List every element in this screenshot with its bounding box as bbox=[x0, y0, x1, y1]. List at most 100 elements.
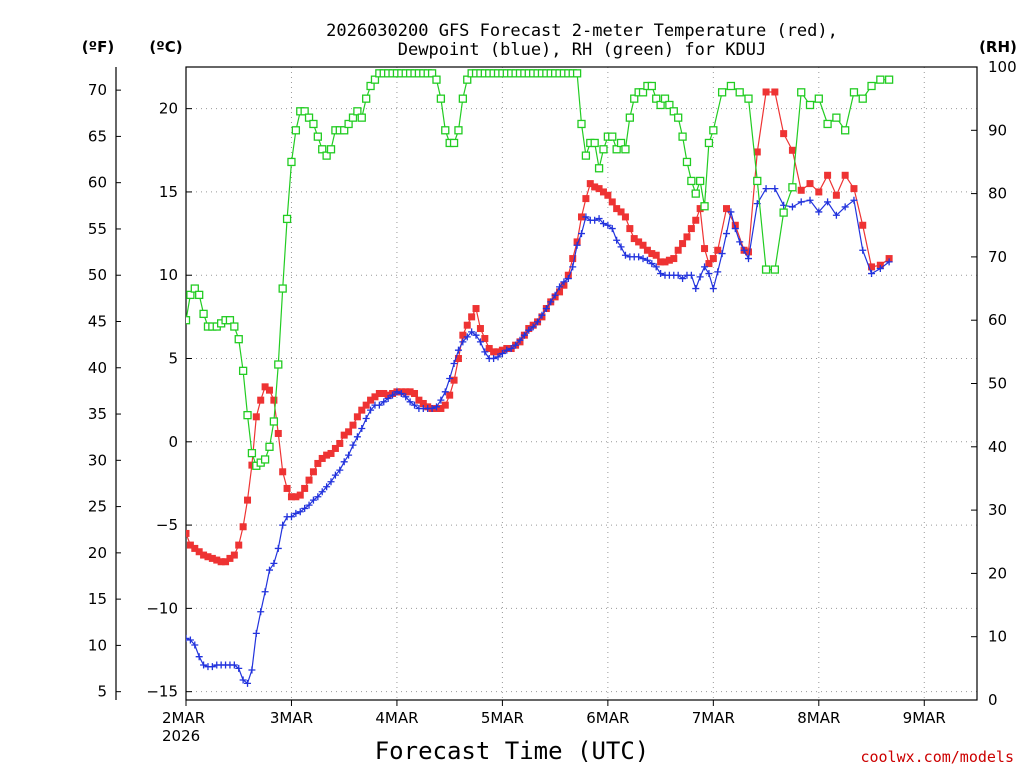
rh-point bbox=[304, 113, 314, 122]
dewpoint-point bbox=[235, 664, 243, 672]
temperature-point bbox=[217, 558, 225, 566]
temperature-point bbox=[599, 188, 607, 196]
temperature-point bbox=[336, 439, 344, 447]
rh-point bbox=[326, 145, 336, 154]
rh-tick-label: 70 bbox=[988, 248, 1007, 266]
series-dewpoint bbox=[186, 185, 893, 687]
rh-point bbox=[362, 94, 371, 103]
dewpoint-point bbox=[797, 198, 805, 206]
dewpoint-point bbox=[613, 236, 621, 244]
dewpoint-point bbox=[248, 666, 256, 674]
dewpoint-point bbox=[230, 661, 238, 669]
dewpoint-point bbox=[727, 208, 735, 216]
temperature-point bbox=[630, 235, 638, 243]
dewpoint-point bbox=[591, 216, 599, 224]
temperature-point bbox=[788, 146, 796, 154]
dewpoint-point bbox=[353, 433, 361, 441]
temperature-point bbox=[463, 321, 471, 329]
dewpoint-point bbox=[604, 221, 612, 229]
rh-point bbox=[309, 119, 318, 129]
celsius-tick-label: 20 bbox=[159, 100, 178, 118]
rh-point bbox=[234, 335, 243, 344]
temperature-point bbox=[406, 388, 414, 396]
fahrenheit-tick-label: 55 bbox=[88, 220, 107, 238]
dewpoint-point bbox=[771, 185, 779, 193]
dewpoint-point bbox=[331, 471, 339, 479]
rh-point bbox=[753, 176, 762, 186]
rh-point bbox=[876, 75, 885, 84]
rh-point bbox=[630, 94, 639, 103]
rh-point bbox=[322, 151, 331, 160]
rh-point bbox=[441, 126, 450, 135]
dewpoint-point bbox=[314, 493, 322, 501]
dewpoint-point bbox=[762, 185, 770, 193]
temperature-point bbox=[419, 399, 427, 407]
temperature-point bbox=[450, 376, 458, 384]
temperature-point bbox=[643, 246, 651, 254]
temperature-point bbox=[815, 188, 823, 196]
dewpoint-point bbox=[643, 256, 651, 264]
temperature-point bbox=[200, 551, 208, 559]
dewpoint-point bbox=[490, 355, 498, 363]
temperature-point bbox=[411, 389, 419, 397]
rh-point bbox=[717, 88, 727, 97]
rh-point bbox=[572, 69, 582, 78]
temperature-point bbox=[744, 248, 752, 256]
dewpoint-point bbox=[450, 360, 458, 368]
dewpoint-point bbox=[446, 375, 454, 383]
rh-tick-label: 20 bbox=[988, 564, 1007, 582]
rh-point bbox=[832, 113, 841, 122]
dewpoint-point bbox=[657, 270, 665, 278]
rh-point bbox=[274, 360, 283, 369]
dewpoint-point bbox=[494, 353, 502, 361]
rh-point bbox=[665, 100, 674, 110]
temperature-point bbox=[679, 240, 687, 248]
rh-point bbox=[669, 107, 678, 116]
celsius-unit-label: (ºC) bbox=[149, 38, 182, 56]
rh-point bbox=[691, 189, 700, 198]
dewpoint-point bbox=[582, 213, 590, 221]
plot-frame bbox=[185, 66, 978, 701]
temperature-point bbox=[415, 396, 423, 404]
x-tick-label: 3MAR bbox=[270, 709, 313, 727]
dewpoint-point bbox=[876, 265, 884, 273]
temperature-point bbox=[674, 246, 682, 254]
fahrenheit-tick-label: 5 bbox=[97, 683, 107, 701]
temperature-point bbox=[692, 216, 700, 224]
dewpoint-point bbox=[520, 331, 528, 339]
dewpoint-point bbox=[402, 393, 410, 401]
temperature-point bbox=[186, 529, 190, 537]
rh-point bbox=[674, 113, 683, 122]
dewpoint-point bbox=[701, 263, 709, 271]
rh-point bbox=[797, 88, 806, 97]
rh-point bbox=[814, 94, 823, 103]
fahrenheit-tick-label: 45 bbox=[88, 312, 107, 330]
temperature-point bbox=[797, 186, 805, 194]
temperature-point bbox=[305, 476, 313, 484]
dewpoint-point bbox=[411, 401, 419, 409]
rh-point bbox=[612, 145, 621, 154]
temperature-point bbox=[481, 335, 489, 343]
x-tick-label: 5MAR bbox=[481, 709, 524, 727]
fahrenheit-tick-label: 15 bbox=[88, 590, 107, 608]
dewpoint-point bbox=[375, 401, 383, 409]
fahrenheit-tick-label: 10 bbox=[88, 636, 107, 654]
fahrenheit-tick-label: 20 bbox=[88, 544, 107, 562]
rh-point bbox=[454, 126, 463, 135]
dewpoint-point bbox=[621, 251, 629, 259]
dewpoint-point bbox=[244, 679, 252, 687]
temperature-point bbox=[626, 225, 634, 233]
temperature-point bbox=[468, 313, 476, 321]
rh-point bbox=[243, 410, 252, 420]
rh-axis: 0 10 20 30 40 50 60 70 80 90 100 bbox=[971, 58, 1017, 709]
rh-point bbox=[735, 88, 744, 97]
temperature-point bbox=[441, 401, 449, 409]
temperature-point bbox=[226, 554, 234, 562]
dewpoint-point bbox=[868, 270, 876, 278]
dewpoint-point bbox=[327, 478, 335, 486]
temperature-point bbox=[239, 523, 247, 531]
dewpoint-point bbox=[859, 246, 867, 254]
dewpoint-point bbox=[709, 285, 717, 293]
dewpoint-point bbox=[718, 250, 726, 258]
